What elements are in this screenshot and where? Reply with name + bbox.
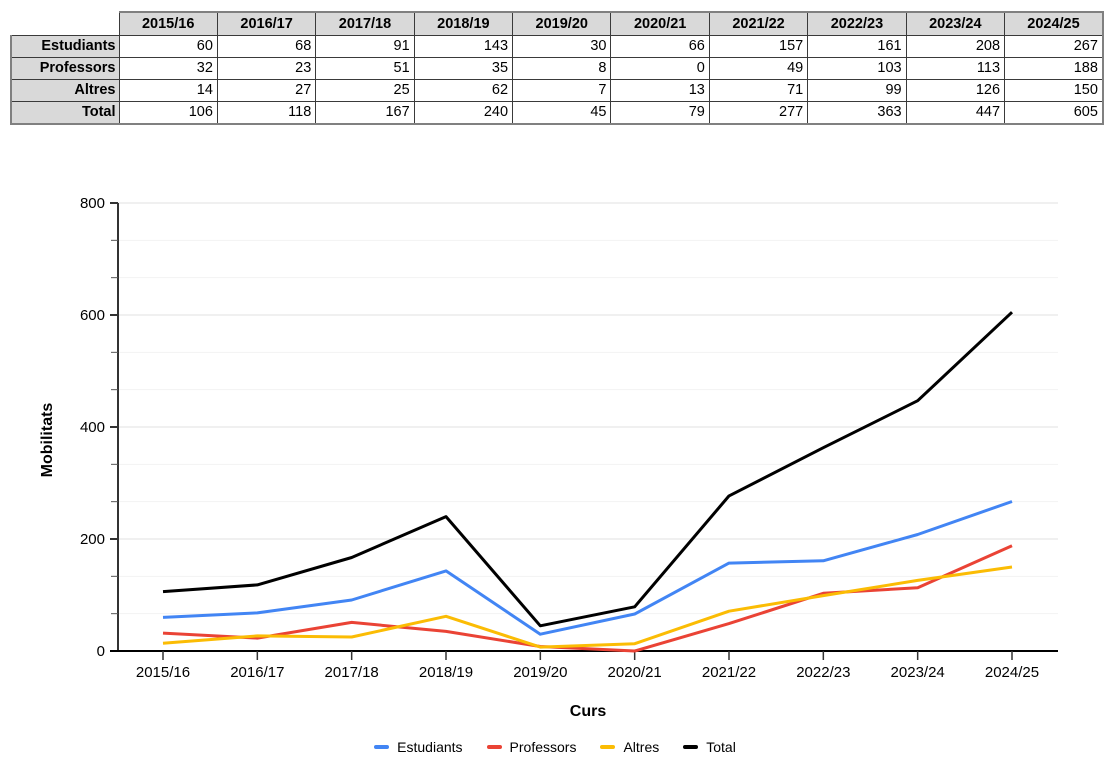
- table-cell[interactable]: 45: [512, 101, 612, 125]
- table-cell[interactable]: 363: [807, 101, 907, 125]
- table-cell[interactable]: 25: [315, 79, 415, 102]
- x-tick-label: 2015/16: [136, 664, 190, 681]
- y-tick-label: 0: [97, 643, 105, 660]
- table-cell[interactable]: 126: [905, 79, 1006, 102]
- table-cell[interactable]: 13: [610, 79, 710, 102]
- row-header[interactable]: Total: [10, 101, 120, 125]
- table-corner-cell: [11, 12, 120, 36]
- table-row: Altres 14 27 25 62 7 13 71 99 126 150: [10, 79, 1104, 102]
- legend-swatch-icon: [683, 745, 699, 749]
- mobility-table-container: 2015/16 2016/17 2017/18 2018/19 2019/20 2020/…: [10, 11, 1104, 125]
- data-table: 2015/16 2016/17 2017/18 2018/19 2019/20 2020/…: [10, 11, 1104, 125]
- axis-ticks: [110, 202, 1013, 660]
- table-cell[interactable]: 150: [1004, 79, 1104, 102]
- table-header-row: 2015/16 2016/17 2017/18 2018/19 2019/20 2020/…: [11, 11, 1104, 36]
- table-cell[interactable]: 35: [413, 57, 514, 80]
- table-cell[interactable]: 7: [512, 79, 612, 102]
- legend-swatch-icon: [374, 745, 390, 749]
- y-tick-label: 800: [80, 195, 105, 212]
- table-cell[interactable]: 14: [118, 79, 218, 102]
- x-tick-label: 2019/20: [513, 664, 567, 681]
- table-cell[interactable]: 23: [216, 57, 317, 80]
- axis-tick-labels: 0 200 400 600 800 2015/16 2016/17 2017/18 2018/1…: [80, 195, 1039, 681]
- legend-item-total[interactable]: Total: [683, 739, 736, 755]
- column-header[interactable]: 2019/20: [512, 11, 612, 36]
- table-cell[interactable]: 79: [610, 101, 710, 125]
- legend-item-estudiants[interactable]: Estudiants: [374, 739, 463, 755]
- table-cell[interactable]: 99: [807, 79, 907, 102]
- table-cell[interactable]: 113: [905, 57, 1006, 80]
- legend-item-altres[interactable]: Altres: [600, 739, 659, 755]
- x-tick-label: 2024/25: [985, 664, 1039, 681]
- table-cell[interactable]: 68: [216, 35, 317, 58]
- column-header[interactable]: 2021/22: [708, 11, 809, 36]
- legend-label: Estudiants: [397, 739, 463, 755]
- chart-legend: Estudiants Professors Altres Total: [0, 738, 1110, 756]
- row-header[interactable]: Estudiants: [10, 35, 120, 58]
- column-header[interactable]: 2022/23: [807, 11, 907, 36]
- table-cell[interactable]: 447: [905, 101, 1006, 125]
- column-header[interactable]: 2020/21: [610, 11, 710, 36]
- series-line-professors: [162, 544, 1013, 653]
- x-tick-label: 2017/18: [325, 664, 379, 681]
- x-tick-label: 2021/22: [702, 664, 756, 681]
- legend-label: Professors: [509, 739, 577, 755]
- table-cell[interactable]: 277: [708, 101, 809, 125]
- legend-swatch-icon: [486, 745, 502, 749]
- y-tick-label: 600: [80, 307, 105, 324]
- series-line-total: [162, 311, 1014, 628]
- series-line-altres: [162, 565, 1013, 649]
- table-row: Professors 32 23 51 35 8 0 49 103 113 188: [10, 57, 1104, 80]
- table-row: Estudiants 60 68 91 143 30 66 157 161 208 267: [10, 35, 1104, 58]
- table-cell[interactable]: 157: [708, 35, 809, 58]
- x-axis-title: Curs: [570, 703, 607, 720]
- table-cell[interactable]: 27: [216, 79, 317, 102]
- table-cell[interactable]: 240: [413, 101, 514, 125]
- x-tick-label: 2018/19: [419, 664, 473, 681]
- table-cell[interactable]: 106: [118, 101, 218, 125]
- legend-label: Altres: [623, 739, 660, 755]
- gridlines-minor: [118, 239, 1058, 615]
- y-axis-title: Mobilitats: [39, 403, 56, 478]
- legend-label: Total: [706, 739, 736, 755]
- table-cell[interactable]: 143: [413, 35, 514, 58]
- gridlines-major: [118, 202, 1058, 540]
- series-line-estudiants: [162, 500, 1013, 636]
- x-tick-label: 2022/23: [796, 664, 850, 681]
- x-tick-label: 2016/17: [230, 664, 284, 681]
- row-header[interactable]: Altres: [10, 79, 120, 102]
- table-row: Total 106 118 167 240 45 79 277 363 447 605: [10, 101, 1104, 125]
- table-cell[interactable]: 30: [512, 35, 612, 58]
- y-tick-label: 400: [80, 419, 105, 436]
- table-cell[interactable]: 605: [1004, 101, 1104, 125]
- table-cell[interactable]: 161: [807, 35, 907, 58]
- table-cell[interactable]: 71: [708, 79, 809, 102]
- table-cell[interactable]: 103: [807, 57, 907, 80]
- table-cell[interactable]: 118: [216, 101, 317, 125]
- row-header[interactable]: Professors: [10, 57, 120, 80]
- table-body: Estudiants 60 68 91 143 30 66 157 161 208 267 Profe…: [10, 35, 1104, 125]
- legend-swatch-icon: [600, 745, 616, 749]
- y-tick-label: 200: [80, 531, 105, 548]
- column-header[interactable]: 2023/24: [905, 11, 1006, 36]
- series-lines: [162, 311, 1014, 653]
- column-header[interactable]: 2016/17: [216, 11, 317, 36]
- x-tick-label: 2020/21: [608, 664, 662, 681]
- x-tick-label: 2023/24: [891, 664, 945, 681]
- column-header[interactable]: 2015/16: [118, 11, 218, 36]
- table-cell[interactable]: 167: [315, 101, 415, 125]
- legend-item-professors[interactable]: Professors: [486, 739, 577, 755]
- table-cell[interactable]: 32: [118, 57, 218, 80]
- table-cell[interactable]: 208: [905, 35, 1006, 58]
- table-cell[interactable]: 62: [413, 79, 514, 102]
- column-header[interactable]: 2018/19: [413, 11, 514, 36]
